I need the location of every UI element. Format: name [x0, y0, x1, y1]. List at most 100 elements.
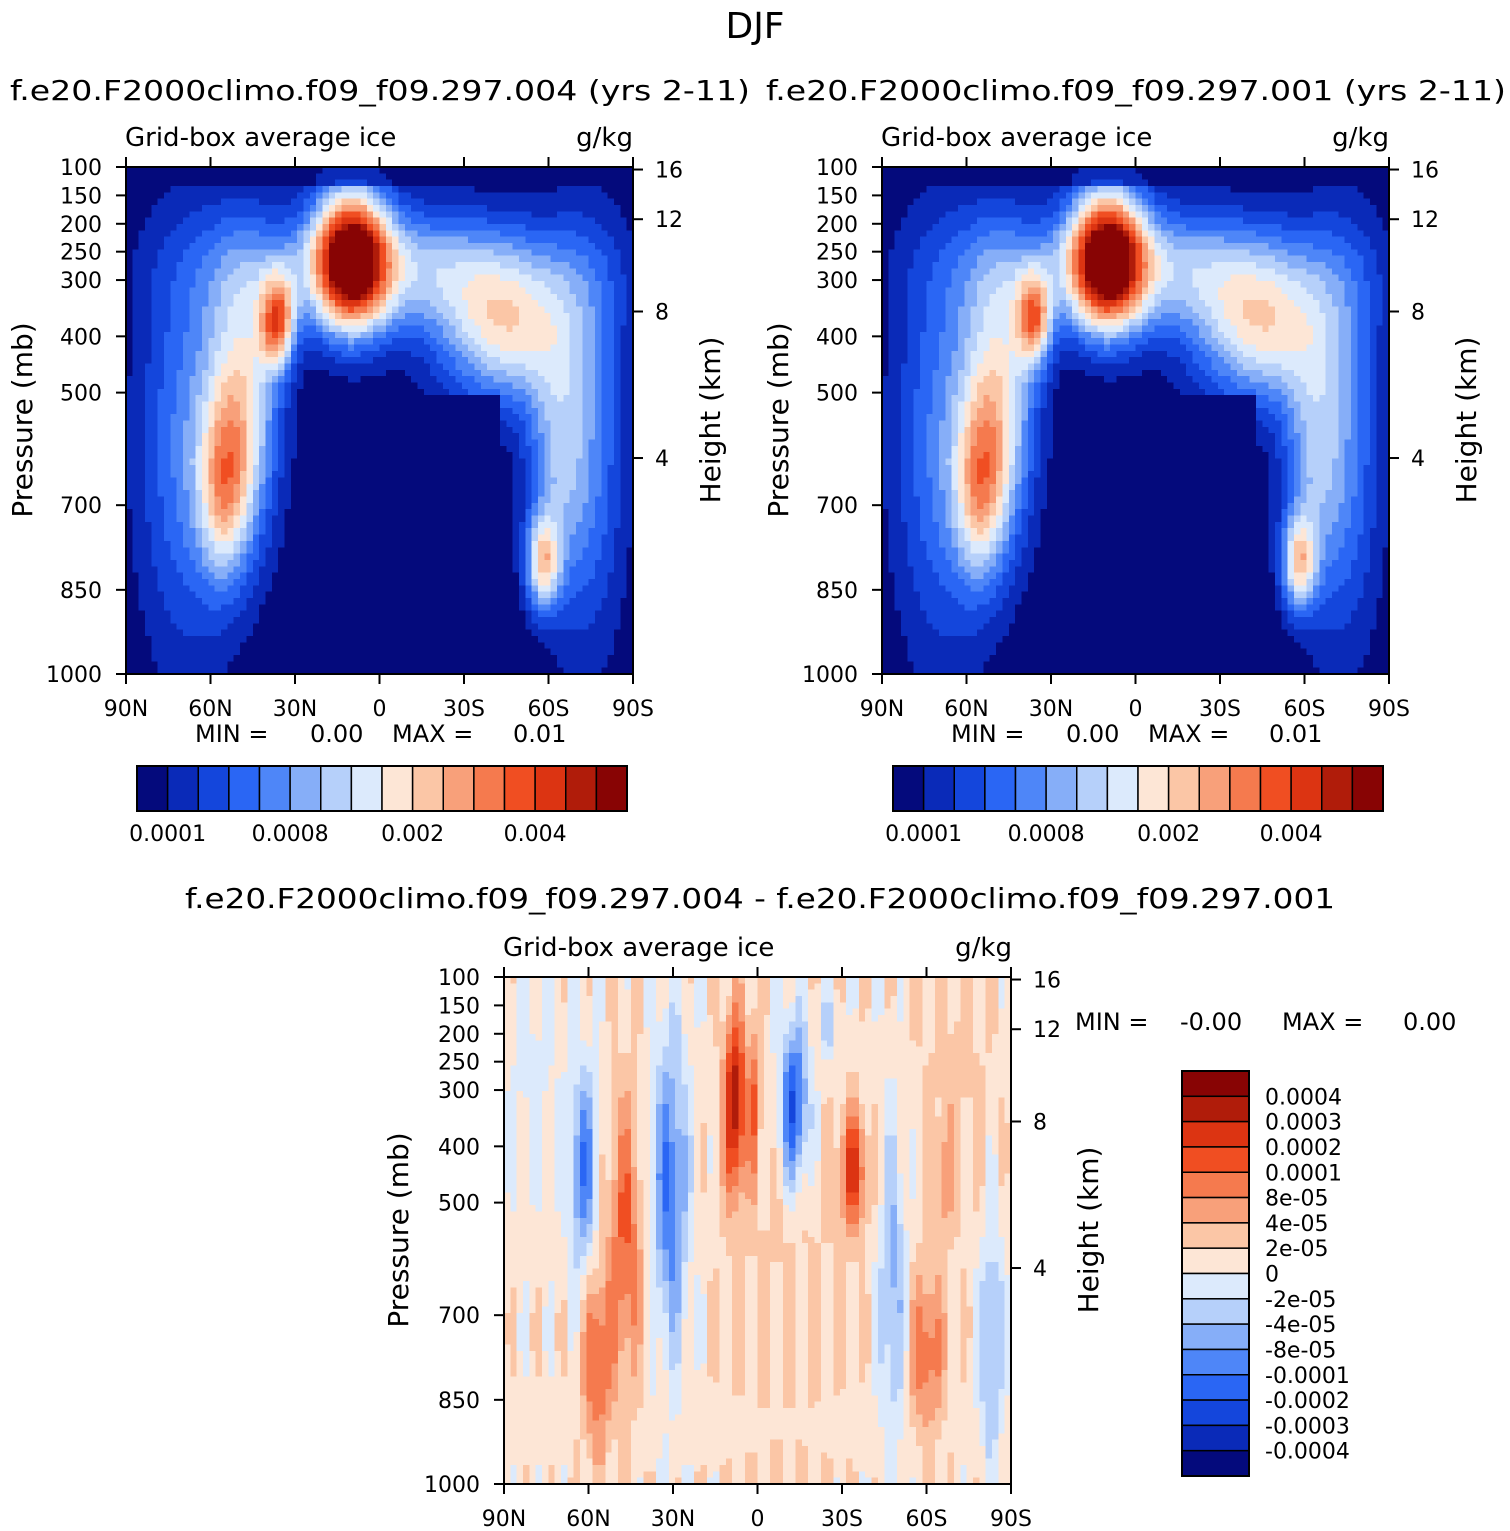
- field-cell: [151, 331, 159, 339]
- field-cell: [221, 433, 228, 441]
- field-cell: [157, 255, 165, 263]
- field-cell: [303, 414, 311, 422]
- field-cell: [582, 211, 590, 219]
- field-cell: [265, 331, 273, 339]
- field-cell: [563, 255, 571, 263]
- field-cell: [601, 243, 609, 250]
- field-cell: [607, 243, 615, 250]
- field-cell: [373, 433, 381, 441]
- field-cell: [487, 452, 495, 460]
- field-cell: [202, 369, 209, 377]
- field-cell: [392, 179, 400, 187]
- field-cell: [569, 331, 577, 339]
- field-cell: [341, 445, 349, 453]
- field-cell: [208, 300, 216, 308]
- field-cell: [195, 502, 203, 510]
- field-cell: [594, 388, 602, 396]
- field-cell: [398, 293, 406, 301]
- field-cell: [271, 268, 279, 276]
- field-cell: [607, 401, 615, 409]
- field-cell: [392, 217, 400, 225]
- field-cell: [480, 382, 488, 390]
- field-cell: [544, 243, 552, 250]
- field-cell: [575, 471, 583, 479]
- field-cell: [202, 243, 209, 250]
- field-cell: [398, 179, 406, 187]
- field-cell: [347, 553, 355, 561]
- field-cell: [354, 401, 362, 409]
- field-cell: [259, 211, 267, 219]
- field-cell: [379, 344, 387, 352]
- field-cell: [487, 388, 495, 396]
- field-cell: [449, 509, 457, 517]
- field-cell: [271, 521, 279, 529]
- field-cell: [449, 452, 457, 460]
- field-cell: [328, 490, 336, 498]
- field-cell: [195, 350, 203, 358]
- field-cell: [398, 401, 406, 409]
- field-cell: [157, 496, 165, 504]
- field-cell: [563, 211, 571, 219]
- field-cell: [347, 300, 355, 308]
- field-cell: [613, 420, 621, 428]
- field-cell: [297, 173, 305, 181]
- field-cell: [563, 205, 571, 212]
- field-cell: [442, 395, 450, 403]
- field-cell: [157, 268, 165, 276]
- field-cell: [354, 414, 362, 422]
- field-cell: [151, 388, 159, 396]
- field-cell: [214, 217, 222, 225]
- field-cell: [404, 186, 412, 193]
- field-cell: [594, 496, 602, 504]
- field-cell: [468, 445, 476, 453]
- field-cell: [480, 521, 488, 529]
- field-cell: [499, 458, 507, 466]
- field-cell: [379, 306, 387, 314]
- field-cell: [455, 502, 463, 510]
- field-cell: [385, 395, 393, 403]
- field-cell: [550, 363, 558, 371]
- field-cell: [544, 262, 552, 269]
- field-cell: [544, 293, 552, 301]
- field-cell: [303, 167, 311, 174]
- field-cell: [322, 458, 330, 466]
- field-cell: [316, 502, 324, 510]
- field-cell: [411, 547, 419, 555]
- field-cell: [297, 559, 305, 567]
- field-cell: [202, 559, 209, 567]
- field-cell: [404, 255, 412, 263]
- field-cell: [423, 490, 431, 498]
- field-cell: [411, 452, 419, 460]
- field-cell: [550, 458, 558, 466]
- field-cell: [499, 249, 507, 257]
- field-cell: [594, 325, 602, 333]
- field-cell: [265, 369, 273, 377]
- field-cell: [493, 268, 501, 276]
- field-cell: [499, 401, 507, 409]
- field-cell: [246, 407, 254, 415]
- field-cell: [202, 344, 209, 352]
- field-cell: [151, 211, 159, 219]
- field-cell: [544, 249, 552, 257]
- field-cell: [480, 274, 488, 282]
- field-cell: [468, 496, 476, 504]
- field-cell: [341, 338, 349, 346]
- field-cell: [221, 224, 228, 231]
- field-cell: [398, 198, 406, 206]
- field-cell: [309, 477, 317, 485]
- field-cell: [493, 376, 501, 384]
- field-cell: [176, 217, 184, 225]
- field-cell: [328, 230, 336, 238]
- field-cell: [132, 452, 140, 460]
- field-cell: [537, 287, 545, 295]
- field-cell: [316, 274, 324, 282]
- field-cell: [455, 528, 463, 536]
- field-cell: [373, 236, 381, 244]
- field-cell: [537, 407, 545, 415]
- field-cell: [265, 217, 273, 225]
- field-cell: [303, 249, 311, 257]
- field-cell: [411, 477, 419, 485]
- field-cell: [322, 287, 330, 295]
- field-cell: [284, 540, 292, 548]
- field-cell: [208, 243, 216, 250]
